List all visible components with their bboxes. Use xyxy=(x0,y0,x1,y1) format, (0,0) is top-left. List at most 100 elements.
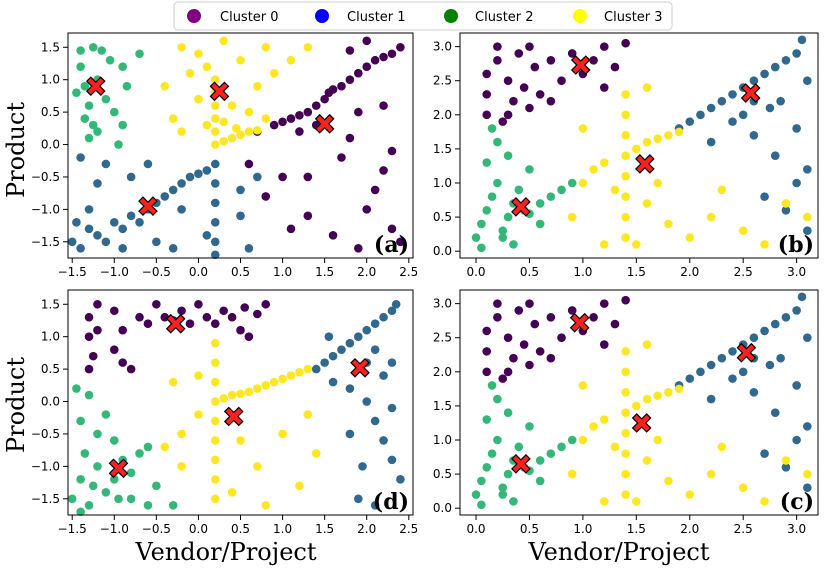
point-cluster-1 xyxy=(202,231,212,240)
point-cluster-1 xyxy=(236,185,245,195)
point-cluster-3 xyxy=(236,389,245,399)
point-cluster-3 xyxy=(642,456,652,465)
y-tick-label: 1.0 xyxy=(433,433,452,447)
point-cluster-3 xyxy=(578,124,588,133)
point-cluster-0 xyxy=(482,367,492,377)
point-cluster-1 xyxy=(781,205,791,215)
point-cluster-3 xyxy=(227,488,237,497)
point-cluster-2 xyxy=(535,476,545,486)
point-cluster-0 xyxy=(599,340,609,349)
point-cluster-3 xyxy=(168,377,178,387)
y-tick-label: 1.0 xyxy=(433,176,452,190)
point-cluster-1 xyxy=(324,332,334,341)
legend: Cluster 0 Cluster 1 Cluster 2 Cluster 3 xyxy=(173,1,673,31)
plot-frame xyxy=(459,289,819,516)
legend-marker-cluster-0 xyxy=(187,9,201,23)
point-cluster-1 xyxy=(370,319,380,329)
point-cluster-3 xyxy=(261,381,271,390)
point-cluster-0 xyxy=(514,49,524,58)
point-cluster-0 xyxy=(535,347,545,356)
point-cluster-2 xyxy=(88,120,98,130)
point-cluster-1 xyxy=(118,243,127,253)
point-cluster-1 xyxy=(749,387,759,397)
point-cluster-3 xyxy=(210,358,220,367)
x-tick-label: 0.5 xyxy=(520,522,539,536)
point-cluster-1 xyxy=(803,226,812,236)
point-cluster-2 xyxy=(514,442,524,452)
point-cluster-0 xyxy=(493,312,502,322)
legend-label-cluster-0: Cluster 0 xyxy=(220,10,279,25)
point-cluster-3 xyxy=(210,75,220,84)
point-cluster-0 xyxy=(498,374,508,383)
point-cluster-1 xyxy=(379,371,388,380)
x-tick-label: 0.5 xyxy=(520,265,539,279)
point-cluster-1 xyxy=(387,358,397,367)
point-cluster-0 xyxy=(362,62,372,72)
point-cluster-2 xyxy=(493,435,502,445)
point-cluster-0 xyxy=(567,49,577,58)
x-tick-label: 1.0 xyxy=(273,522,292,536)
x-tick-label: 2.5 xyxy=(399,265,418,279)
centroid-marker xyxy=(223,406,244,427)
point-cluster-3 xyxy=(781,456,791,465)
point-cluster-1 xyxy=(387,455,397,465)
point-cluster-2 xyxy=(93,127,102,136)
x-tick-label: 2.5 xyxy=(734,522,753,536)
point-cluster-3 xyxy=(261,114,271,123)
y-tick-label: 0.5 xyxy=(41,105,60,119)
point-cluster-2 xyxy=(482,205,492,215)
point-cluster-1 xyxy=(749,333,759,343)
point-cluster-1 xyxy=(84,224,94,234)
point-cluster-2 xyxy=(509,240,518,249)
point-cluster-1 xyxy=(760,326,769,336)
point-cluster-2 xyxy=(482,415,492,424)
x-tick-label: −1.0 xyxy=(100,265,129,279)
point-cluster-2 xyxy=(84,500,94,510)
point-cluster-2 xyxy=(557,442,566,452)
panel-label: (a) xyxy=(374,232,409,258)
x-tick-label: 1.5 xyxy=(627,522,646,536)
point-cluster-3 xyxy=(160,81,170,91)
point-cluster-1 xyxy=(781,312,791,322)
point-cluster-2 xyxy=(109,436,119,445)
point-cluster-0 xyxy=(328,231,338,240)
point-cluster-1 xyxy=(194,169,203,179)
point-cluster-2 xyxy=(535,456,545,465)
point-cluster-1 xyxy=(345,338,355,348)
point-cluster-2 xyxy=(493,137,502,147)
point-cluster-3 xyxy=(244,127,254,136)
point-cluster-1 xyxy=(354,494,363,504)
point-cluster-1 xyxy=(792,435,801,445)
point-cluster-2 xyxy=(493,178,502,188)
point-cluster-2 xyxy=(88,42,98,52)
centroid-marker xyxy=(631,413,652,433)
legend-label-cluster-3: Cluster 3 xyxy=(604,10,663,25)
point-cluster-1 xyxy=(202,166,212,175)
point-cluster-2 xyxy=(101,94,111,104)
point-cluster-3 xyxy=(236,130,245,140)
point-cluster-3 xyxy=(278,429,287,439)
point-cluster-0 xyxy=(535,90,545,99)
panel-d: −1.5 −1.0 −0.5 0.0 0.5 1.0 1.5 2.0 2.5 −1.5 −1.0 −0… xyxy=(31,289,418,536)
point-cluster-2 xyxy=(487,381,497,390)
point-cluster-1 xyxy=(253,172,262,182)
point-cluster-1 xyxy=(354,332,363,341)
point-cluster-3 xyxy=(664,476,673,486)
point-cluster-3 xyxy=(621,90,630,99)
centroid-marker xyxy=(736,342,757,363)
point-cluster-2 xyxy=(118,62,127,72)
point-cluster-1 xyxy=(803,333,812,343)
point-cluster-2 xyxy=(482,462,492,472)
point-cluster-0 xyxy=(219,306,228,316)
point-cluster-1 xyxy=(770,408,780,418)
point-cluster-3 xyxy=(621,408,630,418)
point-cluster-1 xyxy=(391,299,401,309)
point-cluster-0 xyxy=(503,110,513,120)
point-cluster-0 xyxy=(530,319,540,329)
point-cluster-3 xyxy=(269,377,279,387)
y-tick-label: 0.5 xyxy=(433,467,452,481)
point-cluster-2 xyxy=(535,219,545,229)
point-cluster-1 xyxy=(379,436,388,445)
point-cluster-0 xyxy=(303,107,313,117)
point-cluster-0 xyxy=(379,166,388,175)
